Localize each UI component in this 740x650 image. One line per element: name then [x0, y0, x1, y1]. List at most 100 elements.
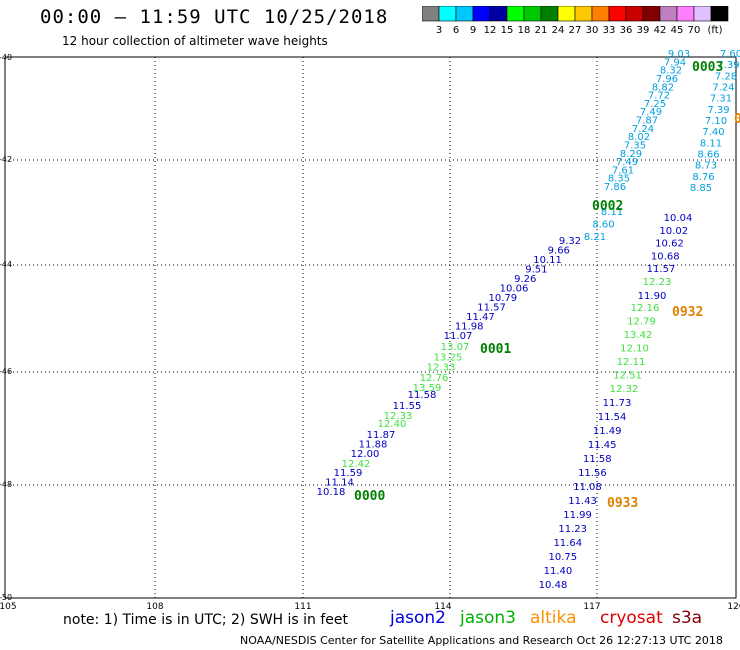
wave-height-label: 12.33: [384, 411, 413, 422]
wave-height-label: 11.57: [647, 264, 676, 275]
wave-height-label: 11.64: [553, 538, 582, 549]
colorbar-label: 30: [586, 25, 599, 36]
colorbar-label: 9: [470, 25, 476, 36]
longitude-tick-label: 114: [434, 602, 451, 612]
wave-height-label: 11.49: [593, 426, 622, 437]
pass-time-label: 0003: [692, 60, 723, 75]
wave-height-label: 8.60: [592, 220, 614, 231]
color-scale-bar: 3 6 9 12 15 18 21 24 27 30 33 36 39 42 45 70 (ft): [422, 6, 729, 36]
wave-height-label: 13.59: [413, 383, 442, 394]
wave-height-label: 12.00: [351, 449, 380, 460]
latitude-tick-label: -42: [0, 155, 12, 164]
footer-credit: NOAA/NESDIS Center for Satellite Applica…: [240, 634, 723, 647]
wave-height-label: 10.02: [659, 226, 688, 237]
wave-height-label: 12.79: [627, 317, 656, 328]
wave-height-label: 11.40: [544, 566, 573, 577]
wave-height-label: 11.43: [568, 496, 597, 507]
pass-time-label: 0000: [354, 489, 385, 504]
colorbar-label: 70: [688, 25, 701, 36]
wave-height-label: 7.94: [664, 57, 686, 68]
wave-height-label: 8.73: [695, 161, 717, 172]
colorbar-label: 42: [654, 25, 667, 36]
colorbar-label: 27: [569, 25, 582, 36]
wave-height-label: 11.57: [477, 303, 506, 314]
wave-height-label: 7.49: [640, 107, 662, 118]
wave-height-label: 7.72: [648, 91, 670, 102]
pass-time-label: 0933: [607, 496, 638, 511]
colorbar-label: 36: [620, 25, 633, 36]
wave-height-label: 7.24: [712, 83, 734, 94]
wave-height-label: 10.18: [317, 487, 346, 498]
wave-height-label: 7.49: [616, 157, 638, 168]
wave-height-label: 10.68: [651, 251, 680, 262]
wave-height-label: 10.48: [539, 580, 568, 591]
wave-height-label: 9.03: [668, 49, 690, 60]
wave-height-label: 11.59: [334, 468, 363, 479]
colorbar-label: 39: [637, 25, 650, 36]
latitude-tick-label: -46: [0, 367, 12, 376]
wave-height-label: 8.11: [700, 138, 722, 149]
legend-jason3: jason3: [460, 608, 516, 628]
wave-height-label: 11.45: [588, 440, 617, 451]
latitude-tick-label: -40: [0, 53, 12, 62]
wave-height-label: 10.62: [655, 239, 684, 250]
latitude-tick-label: -48: [0, 480, 12, 489]
wave-height-label: 8.32: [660, 66, 682, 77]
wave-height-label: 12.40: [378, 419, 407, 430]
wave-height-label: 10.06: [500, 284, 529, 295]
wave-height-label: 11.58: [408, 390, 437, 401]
colorbar-label: 6: [453, 25, 459, 36]
wave-height-label: 7.60: [720, 49, 740, 60]
colorbar-label: 24: [552, 25, 565, 36]
page-subtitle: 12 hour collection of altimeter wave hei…: [62, 34, 328, 48]
longitude-tick-label: 111: [294, 602, 311, 612]
wave-height-label: 10.79: [488, 293, 517, 304]
wave-height-label: 13.07: [441, 342, 470, 353]
wave-height-label: 11.56: [578, 468, 607, 479]
latitude-tick-label: -44: [0, 260, 12, 269]
wave-height-label: 8.11: [601, 207, 623, 218]
wave-height-label: 12.42: [342, 459, 371, 470]
wave-height-label: 11.47: [466, 312, 495, 323]
wave-height-label: 12.10: [620, 344, 649, 355]
wave-height-label: 11.88: [359, 440, 388, 451]
wave-height-label: 8.82: [652, 82, 674, 93]
longitude-tick-label: 117: [583, 602, 600, 612]
wave-height-label: 7.10: [705, 116, 727, 127]
legend-jason2: jason2: [390, 608, 446, 628]
wave-height-label: 11.87: [367, 430, 396, 441]
latitude-tick-label: -50: [0, 593, 12, 602]
wave-height-label: 7.40: [702, 127, 724, 138]
wave-height-label: 12.16: [631, 303, 660, 314]
wave-height-label: 12.51: [613, 371, 642, 382]
wave-height-label: 7.28: [715, 71, 737, 82]
colorbar-label: (ft): [707, 25, 722, 36]
wave-height-label: 13.42: [624, 330, 653, 341]
wave-height-label: 8.35: [608, 174, 630, 185]
wave-height-label: 11.90: [638, 291, 667, 302]
pass-time-label: 0: [734, 112, 740, 127]
wave-height-label: 9.26: [514, 274, 536, 285]
wave-height-label: 9.32: [559, 236, 581, 247]
wave-height-label: 8.76: [692, 172, 714, 183]
wave-height-label: 10.11: [533, 255, 562, 266]
pass-time-label: 0002: [592, 199, 623, 214]
colorbar-label: 45: [671, 25, 684, 36]
wave-height-label: 11.54: [598, 412, 627, 423]
wave-height-label: 8.66: [697, 150, 719, 161]
wave-height-label: 8.21: [584, 232, 606, 243]
colorbar-label: 18: [518, 25, 531, 36]
wave-height-label: 12.11: [617, 357, 646, 368]
pass-time-label: 0001: [480, 342, 511, 357]
wave-height-label: 11.73: [603, 398, 632, 409]
legend-s3a: s3a: [672, 608, 703, 628]
wave-height-label: 12.33: [427, 363, 456, 374]
wave-height-label: 11.23: [558, 524, 587, 535]
wave-height-label: 12.23: [643, 277, 672, 288]
longitude-tick-label: 105: [0, 602, 17, 612]
wave-height-label: 11.55: [393, 401, 422, 412]
wave-height-label: 13.25: [434, 352, 463, 363]
wave-height-label: 10.75: [549, 552, 578, 563]
wave-height-label: 7.87: [636, 116, 658, 127]
